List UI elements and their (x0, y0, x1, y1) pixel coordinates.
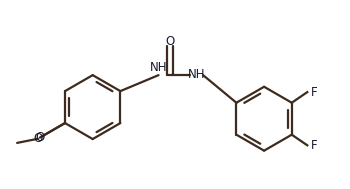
Text: O: O (35, 131, 44, 144)
Text: O: O (165, 35, 175, 48)
Text: NH: NH (150, 61, 167, 74)
Text: NH: NH (188, 68, 205, 81)
Text: F: F (311, 139, 318, 152)
Text: O: O (33, 132, 42, 145)
Text: F: F (311, 86, 318, 99)
